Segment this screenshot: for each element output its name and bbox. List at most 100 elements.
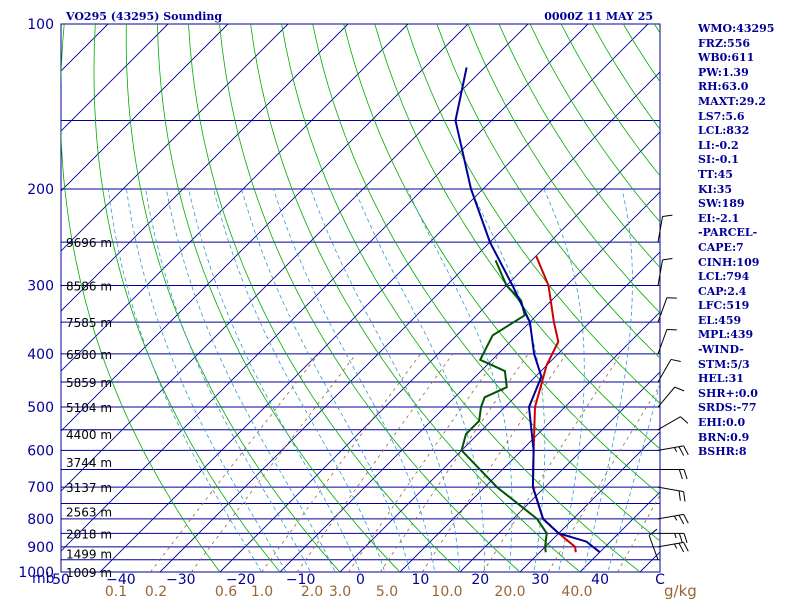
mixing-ratio-line bbox=[190, 353, 357, 572]
isotherm--80 bbox=[61, 24, 469, 432]
dry-adiabat bbox=[157, 24, 401, 572]
mixing-ratio-label: 0.1 bbox=[105, 584, 127, 600]
index-line: RH:63.0 bbox=[698, 80, 749, 94]
index-line: SRDS:-77 bbox=[698, 401, 757, 415]
mixing-ratio-line bbox=[348, 353, 500, 572]
height-label: 5104 m bbox=[66, 401, 112, 415]
isotherm--40 bbox=[159, 71, 660, 572]
height-label: 1009 m bbox=[66, 566, 112, 580]
index-line: -PARCEL- bbox=[698, 226, 758, 240]
moist-adiabat bbox=[145, 188, 311, 572]
moist-adiabat bbox=[607, 381, 660, 572]
wind-barb bbox=[657, 513, 689, 525]
mixing-ratio-line bbox=[261, 353, 421, 572]
indices-panel: WMO:43295 FRZ:556 WB0:611 PW:1.39 RH:63.0 MAX… bbox=[698, 22, 798, 472]
dry-adiabat bbox=[61, 24, 221, 572]
pressure-tick-label: 300 bbox=[27, 278, 54, 294]
height-label: 9696 m bbox=[66, 236, 112, 250]
isotherm--10 bbox=[339, 251, 660, 572]
dry-adiabat bbox=[374, 24, 660, 450]
temperature-tick-label: −30 bbox=[166, 572, 196, 588]
pressure-tick-label: 900 bbox=[27, 540, 54, 556]
isotherm--100 bbox=[61, 24, 349, 312]
index-line: CAP:2.4 bbox=[698, 284, 747, 298]
height-label: 3744 m bbox=[66, 456, 112, 470]
isotherm--50 bbox=[99, 24, 649, 572]
isotherm--90 bbox=[61, 24, 409, 372]
index-line: CAPE:7 bbox=[698, 240, 744, 254]
isotherm-10 bbox=[459, 371, 660, 572]
temperature-tick-label: 50 bbox=[52, 572, 70, 588]
dry-adiabat bbox=[219, 24, 521, 572]
parcel-profile bbox=[454, 67, 601, 553]
moist-adiabat bbox=[165, 188, 336, 572]
chart-title: VO295 (43295) Sounding bbox=[65, 10, 222, 23]
dry-adiabat bbox=[250, 24, 581, 572]
isotherm--20 bbox=[279, 191, 660, 572]
temperature-tick-label: 20 bbox=[471, 572, 489, 588]
wind-barb bbox=[658, 468, 688, 480]
wind-barb bbox=[657, 297, 677, 323]
temperature-tick-label: −20 bbox=[226, 572, 256, 588]
dry-adiabat bbox=[125, 24, 341, 572]
temperature-tick-label: 30 bbox=[531, 572, 549, 588]
dry-adiabat bbox=[93, 24, 281, 572]
wind-barb bbox=[657, 257, 673, 286]
moist-adiabat bbox=[582, 188, 633, 572]
isotherm-20 bbox=[519, 431, 660, 572]
wind-barb bbox=[658, 532, 688, 543]
mixing-ratio-line bbox=[379, 353, 529, 572]
wind-barb bbox=[657, 386, 685, 408]
pressure-tick-label: 600 bbox=[27, 443, 54, 459]
index-line: TT:45 bbox=[698, 167, 733, 181]
index-line: LI:-0.2 bbox=[698, 138, 739, 152]
isotherm--120 bbox=[61, 24, 229, 192]
height-label: 5859 m bbox=[66, 376, 112, 390]
wind-barb bbox=[657, 445, 689, 456]
index-line: STM:5/3 bbox=[698, 357, 750, 371]
height-label: 8586 m bbox=[66, 279, 112, 293]
temperature-tick-label: 0 bbox=[356, 572, 365, 588]
mixing-ratio-line bbox=[617, 494, 660, 572]
temperature-tick-label: 40 bbox=[591, 572, 609, 588]
dry-adiabat bbox=[467, 24, 660, 314]
dewpoint-profile bbox=[460, 260, 548, 553]
index-line: BRN:0.9 bbox=[698, 430, 750, 444]
index-line: LFC:519 bbox=[698, 299, 750, 313]
mixing-ratio-label: 40.0 bbox=[561, 584, 592, 600]
wind-barb bbox=[657, 214, 673, 243]
pressure-tick-label: 800 bbox=[27, 512, 54, 528]
moist-adiabat bbox=[107, 188, 263, 572]
wind-barb bbox=[657, 416, 689, 431]
index-line: LS7:5.6 bbox=[698, 109, 745, 123]
isotherm--70 bbox=[61, 24, 529, 492]
height-label: 7585 m bbox=[66, 316, 112, 330]
mixing-ratio-label: 5.0 bbox=[376, 584, 398, 600]
dry-adiabat bbox=[188, 24, 461, 572]
moist-adiabat bbox=[543, 188, 585, 572]
index-line: PW:1.39 bbox=[698, 65, 749, 79]
pressure-tick-label: 500 bbox=[27, 400, 54, 416]
mixing-ratio-label: 3.0 bbox=[329, 584, 351, 600]
mixing-ratio-unit: g/kg bbox=[664, 582, 697, 600]
pressure-tick-label: 100 bbox=[27, 17, 54, 33]
wind-barb bbox=[648, 528, 659, 560]
mixing-ratio-label: 0.2 bbox=[145, 584, 167, 600]
index-line: MAXT:29.2 bbox=[698, 94, 766, 108]
mixing-ratio-line bbox=[421, 353, 567, 572]
moist-adiabat bbox=[213, 188, 386, 572]
mixing-ratio-line bbox=[150, 353, 320, 572]
height-label: 4400 m bbox=[66, 428, 112, 442]
index-line: SW:189 bbox=[698, 197, 745, 211]
y-axis-unit: mb bbox=[32, 571, 55, 587]
mixing-ratio-label: 20.0 bbox=[494, 584, 525, 600]
moist-adiabat bbox=[273, 188, 436, 572]
height-label: 2018 m bbox=[66, 527, 112, 541]
mixing-ratio-line bbox=[547, 384, 660, 572]
index-line: KI:35 bbox=[698, 182, 733, 196]
index-line: SHR+:0.0 bbox=[698, 386, 758, 400]
index-line: -WIND- bbox=[698, 343, 744, 357]
temperature-unit-label: C bbox=[655, 572, 665, 588]
wind-barb bbox=[657, 358, 681, 383]
